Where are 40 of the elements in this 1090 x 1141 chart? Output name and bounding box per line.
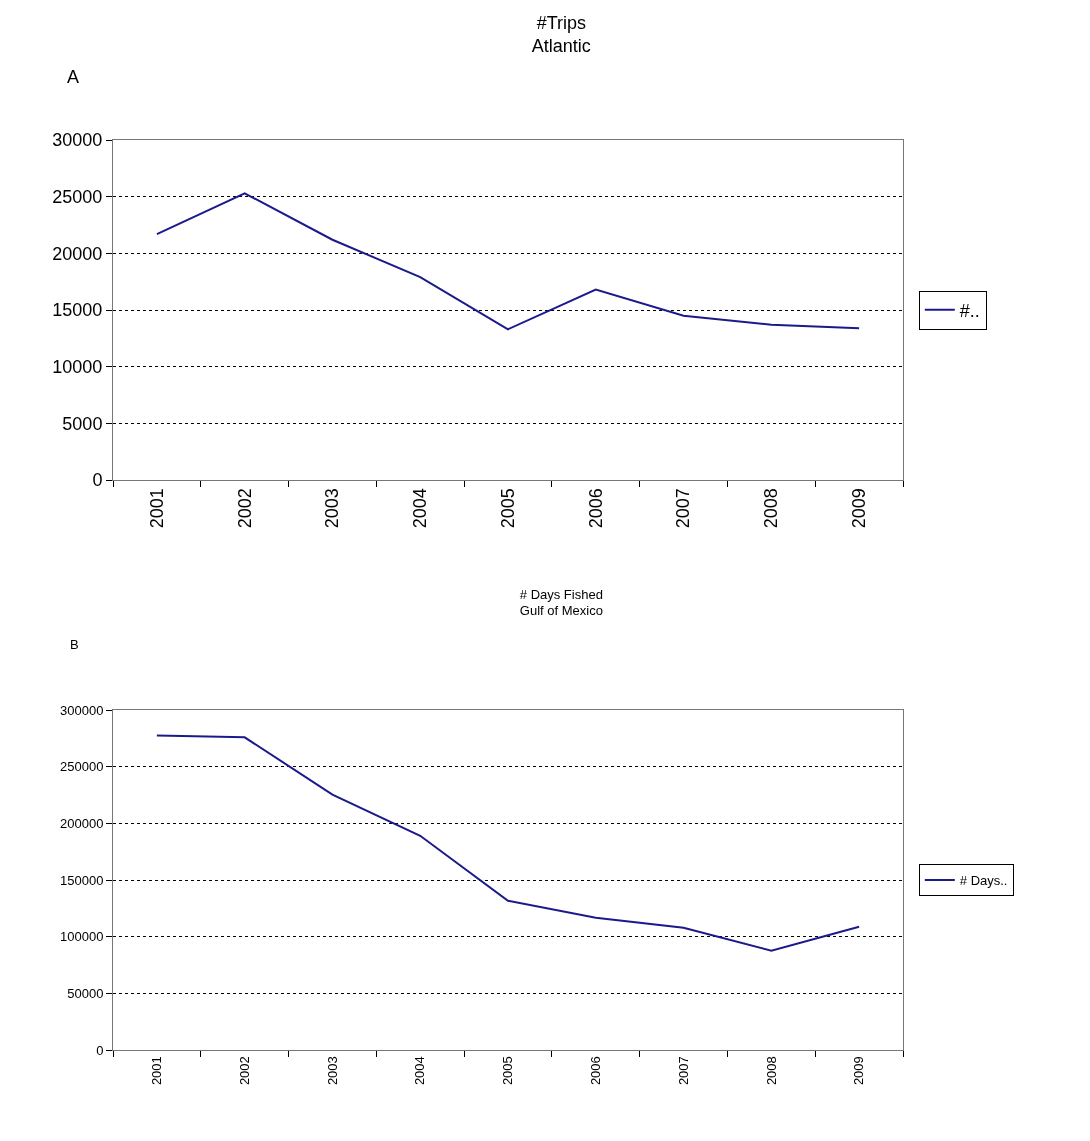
x-tick-label: 2002 — [234, 488, 255, 529]
y-tick-label: 150000 — [60, 872, 104, 888]
x-tick-label: 2009 — [851, 1056, 867, 1086]
x-tick-label: 2001 — [149, 1056, 165, 1086]
x-tick-label: 2004 — [412, 1056, 428, 1086]
y-tick-label: 10000 — [52, 356, 103, 377]
x-tick-label: 2002 — [236, 1056, 252, 1086]
y-tick-label: 20000 — [52, 243, 103, 264]
x-tick-label: 2006 — [588, 1056, 604, 1086]
y-tick-label: 300000 — [60, 702, 104, 718]
y-tick-label: 5000 — [62, 413, 103, 434]
x-tick-label: 2004 — [410, 488, 431, 529]
x-tick-label: 2009 — [848, 488, 869, 529]
y-tick-label: 100000 — [60, 929, 104, 945]
x-tick-label: 2007 — [673, 488, 694, 529]
chart-title: # Days Fished Gulf of Mexico — [519, 586, 603, 619]
x-tick-label: 2003 — [324, 1056, 340, 1086]
y-tick-label: 30000 — [52, 130, 103, 151]
legend-label: #.. — [959, 300, 980, 321]
x-tick-label: 2008 — [763, 1056, 779, 1086]
y-tick-label: 0 — [96, 1042, 104, 1058]
x-tick-label: 2006 — [585, 488, 606, 529]
x-tick-label: 2005 — [500, 1056, 516, 1086]
line-series — [155, 192, 861, 331]
x-tick-label: 2008 — [761, 488, 782, 529]
legend-label: # Days.. — [959, 873, 1008, 889]
y-tick-label: 0 — [92, 470, 103, 491]
y-tick-label: 200000 — [60, 815, 104, 831]
y-tick-label: 50000 — [67, 985, 104, 1001]
text: B — [70, 637, 79, 652]
text: A — [67, 67, 80, 87]
x-tick-label: 2007 — [675, 1056, 691, 1086]
x-tick-label: 2003 — [322, 488, 343, 529]
x-tick-label: 2005 — [497, 488, 518, 529]
y-tick-label: 250000 — [60, 759, 104, 775]
y-tick-label: 15000 — [52, 300, 103, 321]
line-series — [155, 734, 861, 952]
x-tick-label: 2001 — [146, 488, 167, 529]
y-tick-label: 25000 — [52, 186, 103, 207]
chart-title: #Trips Atlantic — [531, 12, 591, 56]
